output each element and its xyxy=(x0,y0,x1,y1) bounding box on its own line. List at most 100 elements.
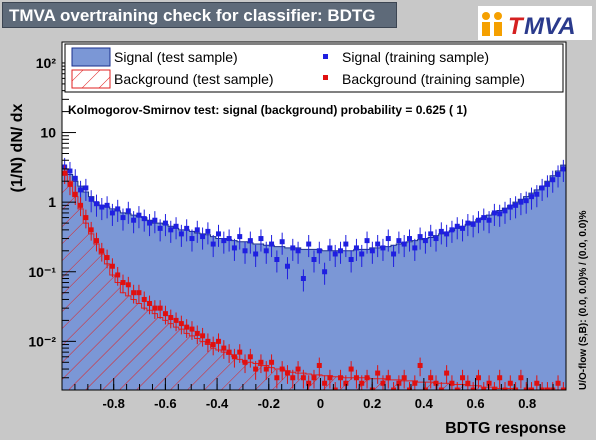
signal-train-point xyxy=(497,211,503,217)
signal-train-point xyxy=(152,217,158,223)
legend-box xyxy=(64,43,564,93)
signal-train-point xyxy=(523,198,529,204)
background-train-point xyxy=(62,170,68,176)
signal-train-point xyxy=(157,225,163,231)
signal-train-point xyxy=(401,241,407,247)
background-train-point xyxy=(322,380,328,386)
signal-train-point xyxy=(99,204,105,210)
signal-train-point xyxy=(359,251,365,257)
background-train-point xyxy=(247,354,253,360)
legend-swatch-background-test xyxy=(71,69,111,89)
background-train-point xyxy=(316,362,322,368)
signal-train-point xyxy=(290,245,296,251)
legend-swatch-signal-test xyxy=(71,47,111,67)
signal-train-point xyxy=(237,234,243,240)
logo-t: T xyxy=(508,13,525,40)
background-train-point xyxy=(348,366,354,372)
background-train-point xyxy=(491,387,497,390)
background-train-point xyxy=(327,375,333,381)
background-train-point xyxy=(380,380,386,386)
signal-train-point xyxy=(364,238,370,244)
x-tick-label: -0.8 xyxy=(102,396,124,411)
background-train-point xyxy=(465,380,471,386)
background-train-point xyxy=(454,387,460,390)
background-train-point xyxy=(284,370,290,376)
signal-train-point xyxy=(88,196,94,202)
signal-train-point xyxy=(332,251,338,257)
signal-train-point xyxy=(221,238,227,244)
signal-train-point xyxy=(422,238,428,244)
signal-train-point xyxy=(417,234,423,240)
signal-train-point xyxy=(550,177,556,183)
background-train-point xyxy=(231,354,237,360)
background-train-point xyxy=(359,380,365,386)
signal-train-point xyxy=(470,221,476,227)
signal-train-point xyxy=(529,194,535,200)
signal-train-point xyxy=(343,241,349,247)
background-train-point xyxy=(125,282,131,288)
overflow-label: U/O-flow (S,B): (0.0, 0.0)% / (0.0, 0.0)… xyxy=(578,210,589,390)
signal-train-point xyxy=(311,256,317,262)
signal-train-point xyxy=(306,241,312,247)
plot-frame xyxy=(61,41,567,391)
background-train-point xyxy=(385,375,391,381)
background-train-point xyxy=(162,311,168,317)
signal-train-point xyxy=(491,210,497,216)
chart-title: TMVA overtraining check for classifier: … xyxy=(9,6,376,25)
background-train-point xyxy=(417,362,423,368)
background-train-point xyxy=(391,387,397,390)
signal-train-point xyxy=(67,168,73,174)
signal-train-point xyxy=(231,245,237,251)
signal-train-point xyxy=(83,185,89,191)
signal-train-point xyxy=(385,236,391,242)
background-train-point xyxy=(178,321,184,327)
background-train-point xyxy=(253,366,259,372)
signal-train-point xyxy=(253,251,259,257)
signal-train-point xyxy=(284,263,290,269)
background-train-point xyxy=(375,370,381,376)
background-train-point xyxy=(502,387,508,390)
y-tick-label: 10 xyxy=(40,125,56,141)
signal-train-point xyxy=(210,241,216,247)
y-axis-label: (1/N) dN/ dx xyxy=(9,103,26,192)
ks-annotation: Kolmogorov-Smirnov test: signal (backgro… xyxy=(68,103,467,117)
background-train-point xyxy=(78,202,84,208)
legend-marker-signal-train xyxy=(323,54,328,59)
background-train-point xyxy=(152,305,158,311)
signal-train-point xyxy=(120,215,126,221)
background-train-point xyxy=(507,380,513,386)
background-train-point xyxy=(99,248,105,254)
signal-train-point xyxy=(263,248,269,254)
legend: Signal (test sample) Signal (training sa… xyxy=(64,43,564,93)
background-train-point xyxy=(221,345,227,351)
x-axis-label: BDTG response xyxy=(445,420,566,437)
legend-label-background-train: Background (training sample) xyxy=(342,71,525,87)
signal-train-point xyxy=(168,227,174,233)
signal-train-point xyxy=(147,220,153,226)
background-train-point xyxy=(486,380,492,386)
background-train-point xyxy=(544,387,550,390)
signal-train-point xyxy=(412,245,418,251)
background-train-point xyxy=(539,387,545,390)
signal-train-point xyxy=(555,171,561,177)
signal-train-point xyxy=(428,231,434,237)
background-train-point xyxy=(72,191,78,197)
signal-train-point xyxy=(279,239,285,245)
signal-train-point xyxy=(216,231,222,237)
background-train-point xyxy=(131,290,137,296)
signal-train-point xyxy=(539,185,545,191)
signal-train-point xyxy=(353,245,359,251)
background-train-point xyxy=(444,370,450,376)
background-train-point xyxy=(274,375,280,381)
background-train-point xyxy=(184,324,190,330)
logo-mva: MVA xyxy=(524,13,576,40)
background-train-point xyxy=(205,338,211,344)
background-train-point xyxy=(242,359,248,365)
background-train-point xyxy=(173,317,179,323)
background-train-point xyxy=(93,238,99,244)
signal-train-point xyxy=(534,191,540,197)
background-train-point xyxy=(560,387,566,390)
signal-train-point xyxy=(109,210,115,216)
background-train-point xyxy=(258,359,264,365)
background-train-point xyxy=(210,342,216,348)
